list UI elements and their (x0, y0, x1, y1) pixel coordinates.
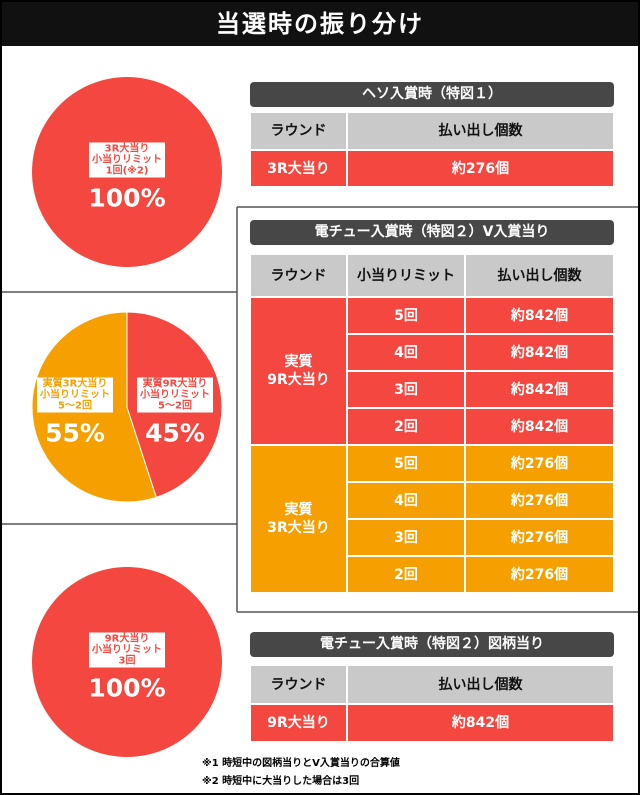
cell-text: 5回 (394, 307, 418, 324)
table-cell: 2回 (347, 408, 465, 445)
table-banner: 電チュー入賞時（特図２）V入賞当り (250, 220, 614, 245)
column-header: 払い出し個数 (347, 665, 614, 704)
cell-text: 3回 (394, 529, 418, 546)
table-cell: 約276個 (465, 482, 614, 519)
slice-label-line: 小当りリミット (140, 389, 210, 401)
footnote: ※1 時短中の図柄当りとV入賞当りの合算値 (202, 758, 400, 769)
cell-text: 約842個 (510, 344, 569, 361)
cell-text: 約842個 (510, 307, 569, 324)
slice-label: 9R大当り 小当りリミット 3回 (89, 632, 165, 668)
column-header-text: 小当りリミット (357, 267, 455, 284)
table-cell: 約276個 (465, 445, 614, 482)
slice-percent: 55% (45, 418, 105, 448)
column-header: ラウンド (250, 665, 347, 704)
cell-text: 2回 (394, 418, 418, 435)
cell-text: 約842個 (451, 715, 510, 731)
table-cell: 3回 (347, 519, 465, 556)
column-header-text: ラウンド (270, 676, 327, 693)
round-text: 3R大当り (267, 520, 330, 536)
separators (2, 206, 638, 613)
cell-text: 約842個 (510, 381, 569, 398)
round-cell: 9R大当り (250, 704, 347, 742)
table-cell: 約842個 (465, 408, 614, 445)
table-cell: 約842個 (465, 297, 614, 334)
footnote: ※2 時短中に大当りした場合は3回 (202, 776, 360, 787)
slice-label-line: 5～2回 (158, 400, 192, 412)
column-header: 払い出し個数 (347, 112, 614, 150)
slice-label-line: 小当りリミット (40, 389, 110, 401)
cell-text: 約276個 (510, 492, 569, 509)
slice-percent: 45% (145, 418, 205, 448)
column-header-text: ラウンド (270, 123, 327, 139)
slice-label: 実質9R大当り 小当りリミット 5～2回 (137, 377, 213, 413)
round-text: 3R大当り (267, 160, 330, 177)
slice-label-line: 小当りリミット (92, 154, 162, 166)
slice-label-line: 実質3R大当り (42, 378, 108, 390)
round-text: 9R大当り (267, 715, 330, 731)
slice-label-line: 3R大当り (104, 143, 150, 155)
round-text: 実質 (284, 502, 313, 518)
table-cell: 4回 (347, 334, 465, 371)
slice-label-line: 実質9R大当り (142, 378, 208, 390)
slice-label-line: 5～2回 (58, 400, 92, 412)
column-header: 払い出し個数 (465, 254, 614, 297)
slice-label: 実質3R大当り 小当りリミット 5～2回 (37, 377, 113, 413)
cell-text: 3回 (394, 381, 418, 398)
round-text: 実質 (284, 354, 313, 370)
table-cell: 2回 (347, 556, 465, 593)
column-header: ラウンド (250, 112, 347, 150)
column-header-text: 払い出し個数 (438, 123, 523, 139)
table-cell: 約276個 (465, 556, 614, 593)
cell-text: 約276個 (510, 529, 569, 546)
slice-label: 3R大当り 小当りリミット 1回(※2) (89, 142, 165, 178)
column-header-text: ラウンド (270, 267, 327, 284)
table-banner: ヘソ入賞時（特図１） (250, 82, 614, 107)
round-cell: 実質 9R大当り (250, 297, 347, 445)
table-cell: 約842個 (347, 704, 614, 742)
table-banner: 電チュー入賞時（特図２）図柄当り (250, 632, 614, 657)
slice-label-line: 小当りリミット (92, 644, 162, 656)
cell-text: 約276個 (451, 160, 510, 177)
table-cell: 約276個 (347, 150, 614, 187)
column-header-text: 払い出し個数 (438, 676, 523, 693)
round-cell: 3R大当り (250, 150, 347, 187)
slice-percent: 100% (88, 183, 166, 213)
table-cell: 約276個 (465, 519, 614, 556)
slice-label-line: 1回(※2) (105, 165, 149, 177)
slice-label-line: 3回 (118, 655, 136, 667)
header-title: 当選時の振り分け (2, 2, 638, 46)
table-cell: 約842個 (465, 334, 614, 371)
cell-text: 4回 (394, 344, 418, 361)
slice-percent: 100% (88, 673, 166, 703)
cell-text: 約276個 (510, 455, 569, 472)
cell-text: 5回 (394, 455, 418, 472)
column-header-text: 払い出し個数 (497, 267, 582, 284)
cell-text: 4回 (394, 492, 418, 509)
cell-text: 約276個 (510, 566, 569, 583)
table-cell: 5回 (347, 297, 465, 334)
column-header: 小当りリミット (347, 254, 465, 297)
column-header: ラウンド (250, 254, 347, 297)
table-cell: 約842個 (465, 371, 614, 408)
slice-label-line: 9R大当り (104, 633, 150, 645)
table-cell: 4回 (347, 482, 465, 519)
cell-text: 2回 (394, 566, 418, 583)
round-cell: 実質 3R大当り (250, 445, 347, 593)
cell-text: 約842個 (510, 418, 569, 435)
table-cell: 3回 (347, 371, 465, 408)
round-text: 9R大当り (267, 372, 330, 388)
table-cell: 5回 (347, 445, 465, 482)
